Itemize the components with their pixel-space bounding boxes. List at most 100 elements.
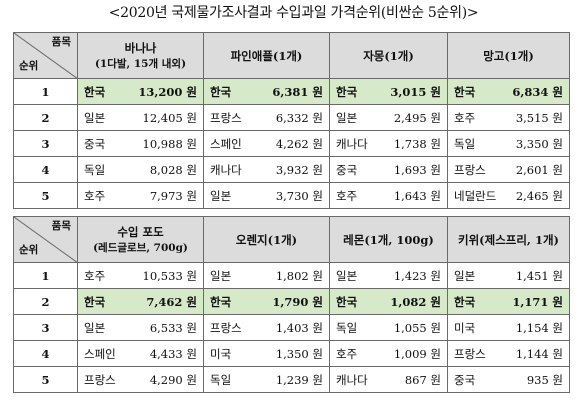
corner-label-item: 품목 [51,220,71,232]
table-row: 5 호주 7,973 원 일본 3,730 원 호주 1,643 원 네덜란드 2,465 원 [13,182,570,209]
table-row: 3 중국 10,988 원 스페인 4,262 원 캐나다 1,738 원 독일 3,350 원 [13,130,570,157]
corner-label-rank: 순위 [19,244,39,256]
table-row: 2 한국 7,462 원 한국 1,790 원 한국 1,082 원 한국 1,171 원 [13,288,570,315]
price-cell: 프랑스 1,403 원 [203,314,330,341]
price-cell: 프랑스 6,332 원 [203,104,330,131]
table-row: 4 독일 8,028 원 캐나다 3,932 원 중국 1,693 원 프랑스 2,601 원 [13,156,570,183]
country-label: 네덜란드 [454,188,497,203]
price-value: 3,515 원 [515,110,563,125]
column-name: 바나나 [124,41,157,55]
column-header-lemon: 레몬(1개, 100g) [329,216,448,263]
table-header-row: 품목 순위 수입 포도 (레드글로브, 700g) 오렌지(1개) 레몬(1개, … [13,216,570,263]
price-cell: 호주 10,533 원 [77,262,204,289]
country-label: 중국 [336,162,358,177]
column-header-mango: 망고(1개) [447,32,570,79]
price-value: 3,730 원 [275,188,323,203]
country-label: 한국 [210,294,232,309]
price-cell: 호주 3,515 원 [447,104,570,131]
price-cell: 일본 1,802 원 [203,262,330,289]
country-label: 중국 [84,136,106,151]
table-row: 1 호주 10,533 원 일본 1,802 원 일본 1,423 원 일본 1,451 원 [13,262,570,289]
country-label: 한국 [454,294,476,309]
price-cell: 한국 3,015 원 [329,78,448,105]
table-row: 2 일본 12,405 원 프랑스 6,332 원 일본 2,495 원 호주 3,515 원 [13,104,570,131]
rank-cell: 1 [13,78,78,105]
price-value: 1,239 원 [275,372,323,387]
price-value: 3,350 원 [515,136,563,151]
price-cell: 프랑스 2,601 원 [447,156,570,183]
country-label: 미국 [210,346,232,361]
price-table-2: 품목 순위 수입 포도 (레드글로브, 700g) 오렌지(1개) 레몬(1개, … [13,216,570,393]
price-value: 1,738 원 [393,136,441,151]
rank-cell: 4 [13,340,78,367]
price-value: 1,009 원 [393,346,441,361]
price-cell: 한국 1,171 원 [447,288,570,315]
column-name: 파인애플(1개) [230,48,303,63]
price-value: 10,988 원 [142,136,197,151]
price-cell: 일본 3,730 원 [203,182,330,209]
price-cell: 스페인 4,433 원 [77,340,204,367]
price-cell: 미국 1,154 원 [447,314,570,341]
country-label: 독일 [336,320,358,335]
corner-label-rank: 순위 [19,60,39,72]
country-label: 프랑스 [210,320,242,335]
price-value: 10,533 원 [142,268,197,283]
price-cell: 호주 1,009 원 [329,340,448,367]
country-label: 독일 [454,136,476,151]
price-cell: 프랑스 4,290 원 [77,366,204,393]
price-cell: 캐나다 3,932 원 [203,156,330,183]
price-value: 1,802 원 [275,268,323,283]
price-value: 935 원 [526,372,563,387]
column-subtitle: (레드글로브, 700g) [93,242,188,254]
price-value: 3,015 원 [390,84,441,99]
country-label: 한국 [454,84,476,99]
table-row: 3 일본 6,533 원 프랑스 1,403 원 독일 1,055 원 미국 1,154 원 [13,314,570,341]
price-cell: 일본 12,405 원 [77,104,204,131]
column-header-pineapple: 파인애플(1개) [203,32,330,79]
price-value: 6,381 원 [272,84,323,99]
price-cell: 일본 1,451 원 [447,262,570,289]
price-cell: 호주 1,643 원 [329,182,448,209]
column-header-banana: 바나나 (1다발, 15개 내외) [77,32,204,79]
price-value: 1,350 원 [275,346,323,361]
price-value: 1,790 원 [272,294,323,309]
price-cell: 한국 6,834 원 [447,78,570,105]
country-label: 한국 [210,84,232,99]
price-value: 3,932 원 [275,162,323,177]
price-cell: 미국 1,350 원 [203,340,330,367]
country-label: 호주 [336,346,358,361]
column-name: 레몬(1개, 100g) [343,232,434,247]
country-label: 프랑스 [84,372,116,387]
column-header-grapefruit: 자몽(1개) [329,32,448,79]
price-value: 1,423 원 [393,268,441,283]
price-cell: 한국 1,082 원 [329,288,448,315]
rank-cell: 1 [13,262,78,289]
country-label: 한국 [84,294,106,309]
diagonal-divider [14,217,77,262]
country-label: 일본 [84,110,106,125]
price-value: 1,171 원 [512,294,563,309]
rank-cell: 3 [13,130,78,157]
diagonal-divider [14,33,77,78]
price-value: 1,055 원 [393,320,441,335]
price-cell: 독일 8,028 원 [77,156,204,183]
price-value: 2,465 원 [515,188,563,203]
price-cell: 한국 1,790 원 [203,288,330,315]
price-value: 1,154 원 [515,320,563,335]
country-label: 중국 [454,372,476,387]
price-value: 4,433 원 [149,346,197,361]
price-value: 12,405 원 [142,110,197,125]
column-name: 자몽(1개) [363,48,414,63]
country-label: 프랑스 [454,346,486,361]
country-label: 호주 [84,268,106,283]
country-label: 독일 [210,372,232,387]
price-value: 1,451 원 [515,268,563,283]
country-label: 미국 [454,320,476,335]
price-cell: 일본 6,533 원 [77,314,204,341]
country-label: 캐나다 [336,372,368,387]
price-value: 1,082 원 [390,294,441,309]
country-label: 스페인 [84,346,116,361]
country-label: 일본 [84,320,106,335]
column-subtitle: (1다발, 15개 내외) [94,58,187,70]
rank-cell: 2 [13,104,78,131]
